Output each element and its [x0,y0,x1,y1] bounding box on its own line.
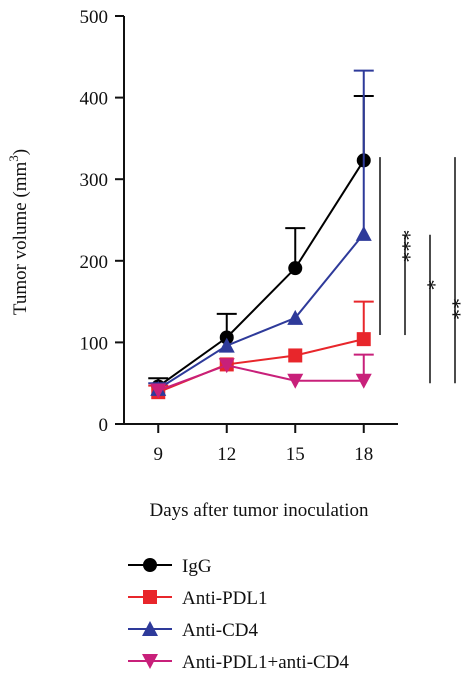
data-point [355,225,372,241]
legend-entry: Anti-PDL1 [128,588,268,609]
y-tick-label: 500 [80,7,109,28]
series-0 [148,94,374,394]
legend-entry: IgG [128,556,212,577]
y-tick-label: 300 [80,170,109,191]
data-point [356,332,371,347]
data-point [218,337,235,353]
data-point [287,373,304,389]
axes [115,15,398,433]
series-1 [148,300,374,400]
significance-brackets: ********* [379,157,474,384]
legend-label: IgG [182,556,212,577]
series-line [157,364,364,392]
legend-marker [143,558,157,572]
legend-marker [142,654,158,669]
data-point [218,358,235,374]
significance-label: *** [391,230,416,263]
series-3 [150,353,374,399]
legend-label: Anti-CD4 [182,620,259,641]
tick-labels: 0 100 200 300 400 500 9 12 15 18 [80,7,374,465]
y-tick-label: 200 [80,252,109,273]
x-tick-label: 18 [354,444,373,465]
y-tick-label: 0 [99,415,109,436]
legend-marker [142,621,158,636]
series-2 [148,69,374,396]
significance-label: *** [466,254,474,287]
x-tick-label: 12 [217,444,236,465]
data-point [287,309,304,325]
y-axis-title: Tumor volume (mm3) [6,149,31,315]
legend-entry: Anti-CD4 [128,620,259,641]
x-tick-label: 9 [154,444,164,465]
x-axis-title: Days after tumor inoculation [150,500,369,521]
series-line [157,159,365,388]
data-point [355,373,372,389]
significance-label: ** [441,298,466,320]
series-line [157,233,365,390]
x-tick-label: 15 [286,444,305,465]
legend-entry: Anti-PDL1+anti-CD4 [128,652,349,673]
series-layer [148,69,374,400]
data-point [150,383,167,399]
data-point [219,330,234,345]
y-tick-label: 400 [80,89,109,110]
data-point [288,348,303,363]
legend-marker [143,590,157,604]
legend-label: Anti-PDL1 [182,588,268,609]
legend-label: Anti-PDL1+anti-CD4 [182,652,349,673]
data-point [288,261,303,276]
legend: IgG Anti-PDL1 Anti-CD4 Anti-PDL1+anti-CD4 [128,556,349,673]
y-tick-label: 100 [80,333,109,354]
significance-label: * [416,279,441,290]
